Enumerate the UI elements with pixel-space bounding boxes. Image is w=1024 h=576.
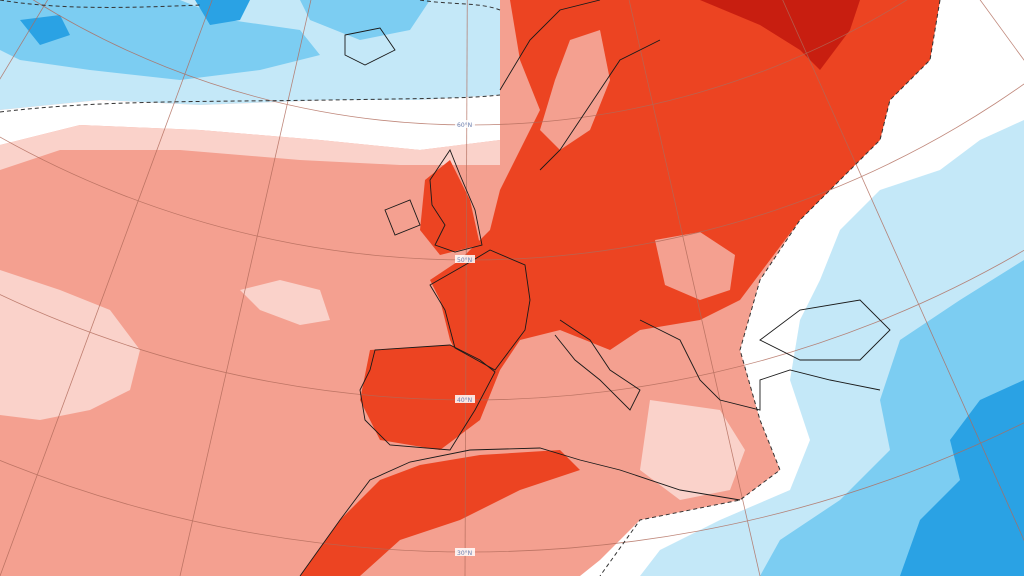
anomaly-warm-uk bbox=[420, 160, 480, 255]
anomaly-slight-warm-balkans bbox=[640, 400, 745, 500]
zero-anomaly-contours bbox=[0, 0, 941, 576]
coast-italy bbox=[554, 319, 641, 411]
anomaly-colder-greenland bbox=[0, 0, 430, 80]
anomaly-slight-warm-west bbox=[0, 270, 330, 420]
neutral-band-atlantic bbox=[0, 95, 500, 150]
anomaly-warm-north-africa bbox=[300, 450, 580, 576]
latitude-label-60n: 60°N bbox=[457, 122, 472, 129]
coast-iceland bbox=[344, 27, 396, 66]
anomaly-very-warm-russia bbox=[700, 0, 860, 70]
anomaly-slight-warm-band bbox=[0, 125, 500, 170]
latitude-label-40n: 40°N bbox=[457, 397, 472, 404]
latitude-labels: 60°N 50°N 40°N 30°N bbox=[455, 120, 475, 557]
coast-uk bbox=[429, 149, 483, 253]
coast-iberia bbox=[359, 344, 496, 451]
coast-balkans bbox=[639, 319, 881, 411]
coast-black-sea bbox=[759, 299, 891, 361]
latitude-label-50n: 50°N bbox=[457, 257, 472, 264]
anomaly-mild-central-europe bbox=[655, 232, 735, 300]
coast-france bbox=[429, 249, 531, 371]
anomaly-warm-iberia bbox=[360, 345, 500, 450]
coast-ireland bbox=[384, 199, 421, 236]
anomaly-mild-scandinavia bbox=[540, 30, 610, 150]
anomaly-very-cold-southeast bbox=[900, 380, 1024, 576]
latitude-label-30n: 30°N bbox=[457, 550, 472, 557]
coast-north-africa bbox=[299, 447, 741, 576]
coast-scandinavia bbox=[499, 0, 661, 171]
anomaly-very-cold-greenland bbox=[20, 0, 250, 45]
coastlines bbox=[299, 0, 891, 576]
